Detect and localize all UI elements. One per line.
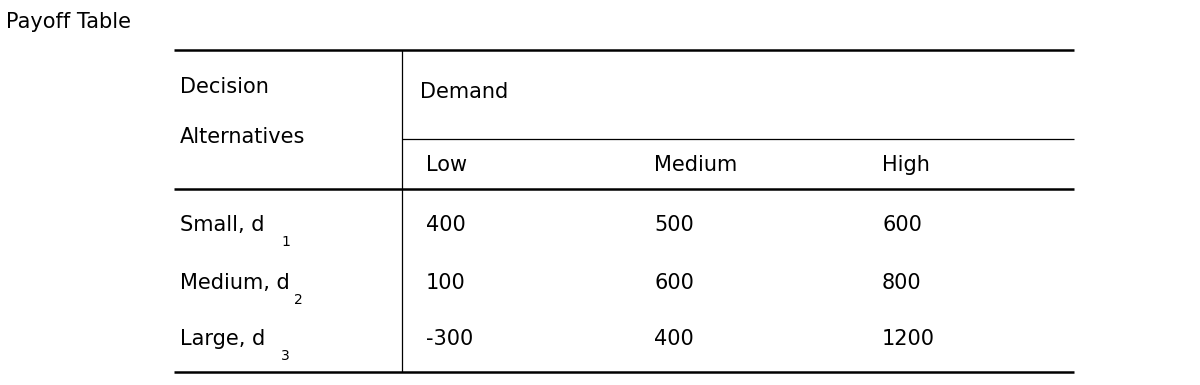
Text: Medium, d: Medium, d <box>180 273 289 293</box>
Text: 400: 400 <box>426 215 466 235</box>
Text: High: High <box>882 155 930 175</box>
Text: Decision: Decision <box>180 77 269 97</box>
Text: -300: -300 <box>426 328 473 348</box>
Text: 2: 2 <box>294 293 302 307</box>
Text: 800: 800 <box>882 273 922 293</box>
Text: 600: 600 <box>654 273 694 293</box>
Text: Low: Low <box>426 155 467 175</box>
Text: Small, d: Small, d <box>180 215 264 235</box>
Text: 500: 500 <box>654 215 694 235</box>
Text: Large, d: Large, d <box>180 328 265 348</box>
Text: 1: 1 <box>281 235 290 249</box>
Text: 1200: 1200 <box>882 328 935 348</box>
Text: Payoff Table: Payoff Table <box>6 12 131 32</box>
Text: Medium: Medium <box>654 155 737 175</box>
Text: Demand: Demand <box>420 82 509 102</box>
Text: 3: 3 <box>281 349 290 363</box>
Text: Alternatives: Alternatives <box>180 127 305 147</box>
Text: 100: 100 <box>426 273 466 293</box>
Text: 400: 400 <box>654 328 694 348</box>
Text: 600: 600 <box>882 215 922 235</box>
